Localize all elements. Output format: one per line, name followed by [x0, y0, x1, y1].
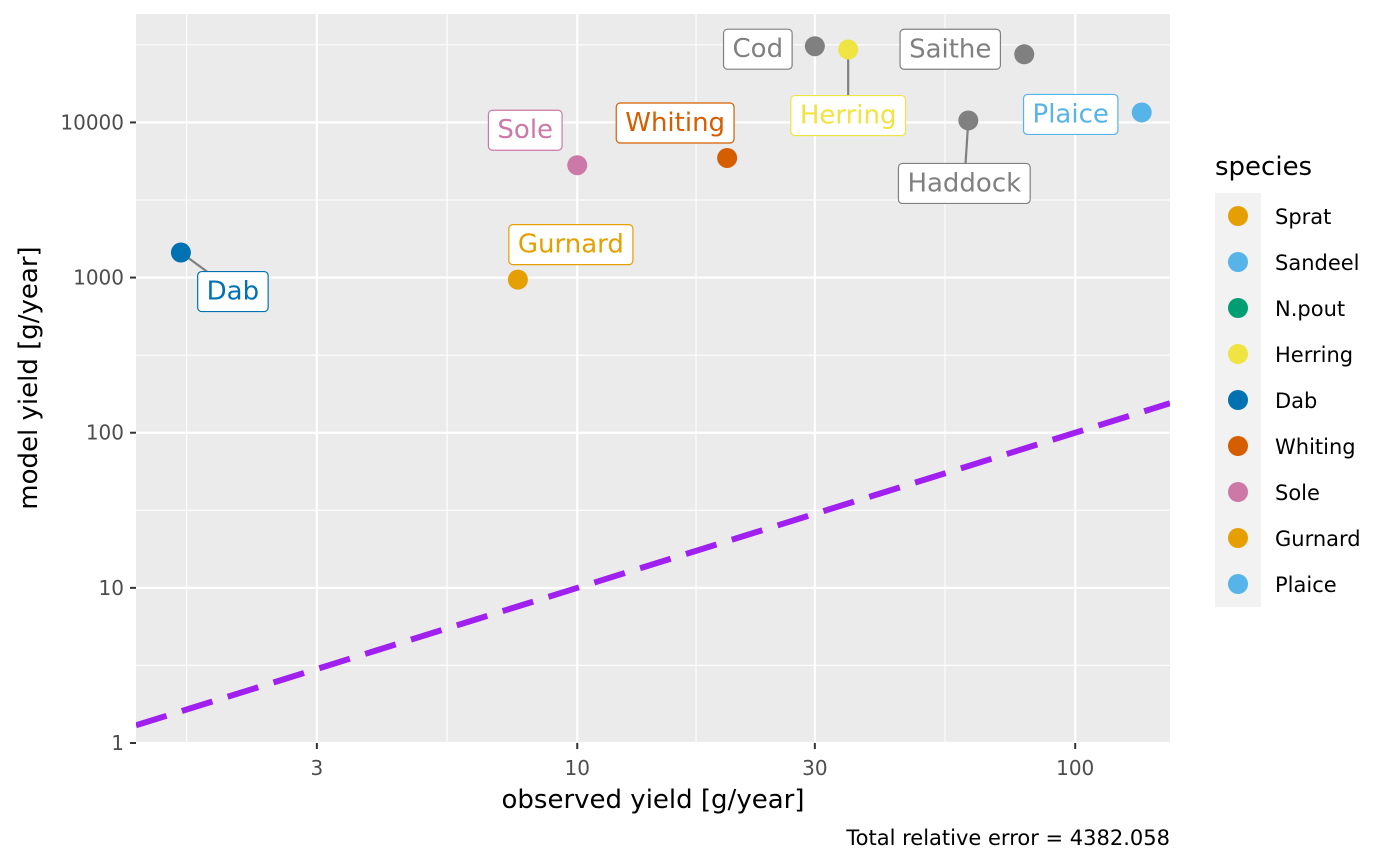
label-box-herring: [790, 94, 907, 137]
reference-line-group: [136, 400, 1170, 729]
point-cod: [804, 36, 825, 57]
legend-swatch: [1228, 482, 1248, 502]
legend-label: N.pout: [1275, 297, 1345, 321]
legend-swatch: [1228, 344, 1248, 364]
y-axis-title: model yield [g/year]: [14, 246, 44, 509]
legend-item-whiting: Whiting: [1228, 435, 1356, 459]
label-text-haddock: Haddock: [907, 168, 1021, 198]
legend-swatch: [1228, 252, 1248, 272]
point-dab: [170, 242, 191, 263]
legend-item-herring: Herring: [1228, 343, 1353, 367]
y-tick-label: 10: [99, 576, 124, 600]
label-text-saithe: Saithe: [909, 34, 991, 64]
label-dab: Dab: [197, 270, 269, 313]
label-sole: Sole: [487, 109, 563, 151]
x-tick-label: 10: [565, 756, 590, 780]
data-points: [170, 36, 1152, 290]
legend-swatch: [1228, 574, 1248, 594]
y-tick-label: 100: [86, 421, 124, 445]
x-axis-ticks: 3 10 30 100: [310, 743, 1094, 780]
legend-item-n-pout: N.pout: [1228, 297, 1345, 321]
major-gridlines: [136, 14, 1170, 745]
y-axis-ticks: 1 10 100 1000 10000: [60, 110, 136, 755]
legend-swatch: [1228, 390, 1248, 410]
legend-label: Sprat: [1275, 205, 1331, 229]
label-text-whiting: Whiting: [625, 108, 725, 138]
legend-label: Herring: [1275, 343, 1353, 367]
point-herring: [838, 39, 859, 60]
legend-swatch: [1228, 298, 1248, 318]
point-haddock: [958, 110, 979, 131]
label-box-dab: [197, 270, 269, 313]
y-tick-label: 1000: [73, 266, 124, 290]
legend-label: Plaice: [1275, 573, 1337, 597]
legend-item-sandeel: Sandeel: [1228, 251, 1360, 275]
legend-swatch: [1228, 206, 1248, 226]
caption-total-error: Total relative error = 4382.058: [845, 826, 1170, 850]
label-whiting: Whiting: [615, 102, 735, 144]
label-box-plaice: [1022, 93, 1119, 136]
label-saithe: Saithe: [899, 28, 1002, 70]
label-box-haddock: [897, 162, 1031, 205]
point-plaice: [1131, 102, 1152, 123]
label-herring: Herring: [790, 94, 907, 137]
x-axis-title: observed yield [g/year]: [502, 785, 805, 815]
legend-item-gurnard: Gurnard: [1228, 527, 1361, 551]
legend-title: species: [1215, 152, 1312, 182]
label-text-sole: Sole: [497, 115, 553, 145]
identity-reference-line: [136, 400, 1170, 729]
legend-item-sprat: Sprat: [1228, 205, 1331, 229]
legend-label: Dab: [1275, 389, 1317, 413]
point-sole: [567, 155, 588, 176]
x-tick-label: 100: [1056, 756, 1094, 780]
legend-swatch: [1228, 436, 1248, 456]
y-tick-label: 10000: [60, 110, 124, 134]
x-tick-label: 30: [802, 756, 827, 780]
legend-swatch: [1228, 528, 1248, 548]
label-box-gurnard: [508, 224, 634, 266]
label-text-plaice: Plaice: [1033, 99, 1109, 129]
label-text-gurnard: Gurnard: [518, 230, 624, 260]
label-text-dab: Dab: [207, 277, 259, 307]
legend-item-dab: Dab: [1228, 389, 1317, 413]
legend-item-plaice: Plaice: [1228, 573, 1337, 597]
legend-label: Gurnard: [1275, 527, 1361, 551]
point-saithe: [1014, 44, 1035, 65]
y-tick-label: 1: [111, 731, 124, 755]
point-gurnard: [507, 269, 528, 290]
label-text-cod: Cod: [733, 34, 784, 64]
label-plaice: Plaice: [1022, 93, 1119, 136]
label-box-saithe: [899, 28, 1002, 70]
label-haddock: Haddock: [897, 162, 1031, 205]
label-box-sole: [487, 109, 563, 151]
point-whiting: [717, 147, 738, 168]
legend-label: Whiting: [1275, 435, 1356, 459]
legend-item-sole: Sole: [1228, 481, 1320, 505]
label-gurnard: Gurnard: [508, 224, 634, 266]
label-cod: Cod: [722, 28, 793, 70]
legend-label: Sandeel: [1275, 251, 1360, 275]
label-box-whiting: [615, 102, 735, 144]
legend-label: Sole: [1275, 481, 1320, 505]
legend: species Sprat Sandeel N.pout Herring Dab Whit…: [1215, 152, 1361, 607]
legend-items: Sprat Sandeel N.pout Herring Dab Whiting Sole G…: [1228, 205, 1361, 597]
x-tick-label: 3: [310, 756, 323, 780]
point-labels: Dab Gurnard Sole Whiting Cod Herring Haddock Sa…: [197, 28, 1119, 313]
label-box-cod: [722, 28, 793, 70]
label-text-herring: Herring: [800, 101, 897, 131]
